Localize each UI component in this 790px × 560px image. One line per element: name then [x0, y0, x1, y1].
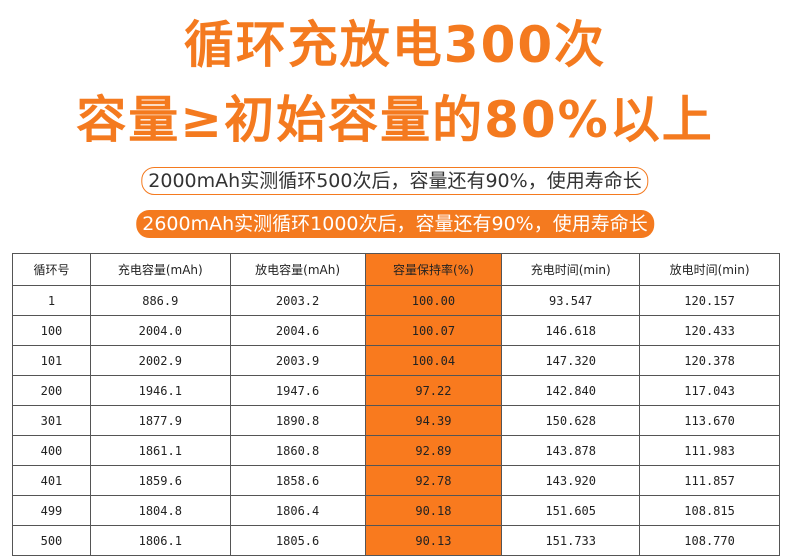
column-header: 容量保持率(%)	[364, 253, 503, 286]
cell: 150.628	[501, 405, 641, 436]
cell: 1804.8	[89, 495, 231, 526]
table-row: 1 886.9 2003.2 100.00 93.547 120.157	[12, 285, 780, 316]
table-row: 101 2002.9 2003.9 100.04 147.320 120.378	[12, 345, 780, 376]
cell: 100	[12, 315, 91, 346]
cell: 108.815	[639, 495, 780, 526]
column-header: 放电容量(mAh)	[229, 253, 366, 286]
cell: 301	[12, 405, 91, 436]
cell: 1805.6	[229, 525, 366, 556]
note: 2000mAh实测循环500次后，容量还有90%，使用寿命长	[141, 167, 649, 195]
table-row: 401 1859.6 1858.6 92.78 143.920 111.857	[12, 465, 780, 496]
table-row: 100 2004.0 2004.6 100.07 146.618 120.433	[12, 315, 780, 346]
cell: 97.22	[364, 375, 503, 406]
cell: 2003.2	[229, 285, 366, 316]
column-header: 循环号	[12, 253, 91, 286]
header-row: 循环号 充电容量(mAh) 放电容量(mAh) 容量保持率(%) 充电时间(min) 放电…	[12, 253, 780, 286]
table-row: 499 1804.8 1806.4 90.18 151.605 108.815	[12, 495, 780, 526]
cell: 151.605	[501, 495, 641, 526]
table-row: 500 1806.1 1805.6 90.13 151.733 108.770	[12, 525, 780, 556]
cell: 113.670	[639, 405, 780, 436]
cell: 1858.6	[229, 465, 366, 496]
cell: 2003.9	[229, 345, 366, 376]
cell: 2004.0	[89, 315, 231, 346]
cell: 94.39	[364, 405, 503, 436]
title: 循环充放电300次	[183, 16, 607, 74]
cell: 1890.8	[229, 405, 366, 436]
cell: 92.89	[364, 435, 503, 466]
cell: 886.9	[89, 285, 231, 316]
cell: 100.04	[364, 345, 503, 376]
cell: 400	[12, 435, 91, 466]
cell: 111.983	[639, 435, 780, 466]
cell: 143.920	[501, 465, 641, 496]
note: 2600mAh实测循环1000次后，容量还有90%，使用寿命长	[136, 210, 654, 238]
cell: 1806.4	[229, 495, 366, 526]
cell: 1860.8	[229, 435, 366, 466]
cell: 100.07	[364, 315, 503, 346]
cell: 151.733	[501, 525, 641, 556]
cell: 120.378	[639, 345, 780, 376]
cell: 200	[12, 375, 91, 406]
cell: 1877.9	[89, 405, 231, 436]
cell: 146.618	[501, 315, 641, 346]
cell: 2002.9	[89, 345, 231, 376]
cell: 93.547	[501, 285, 641, 316]
column-header: 充电容量(mAh)	[89, 253, 231, 286]
cell: 90.18	[364, 495, 503, 526]
cell: 2004.6	[229, 315, 366, 346]
data-table: 循环号 充电容量(mAh) 放电容量(mAh) 容量保持率(%) 充电时间(min) 放电…	[12, 253, 780, 556]
cell: 1861.1	[89, 435, 231, 466]
cell: 500	[12, 525, 91, 556]
cell: 120.433	[639, 315, 780, 346]
table-row: 200 1946.1 1947.6 97.22 142.840 117.043	[12, 375, 780, 406]
column-header: 放电时间(min)	[639, 253, 780, 286]
table-row: 301 1877.9 1890.8 94.39 150.628 113.670	[12, 405, 780, 436]
cell: 1946.1	[89, 375, 231, 406]
cell: 92.78	[364, 465, 503, 496]
cell: 101	[12, 345, 91, 376]
cell: 1	[12, 285, 91, 316]
column-header: 充电时间(min)	[501, 253, 641, 286]
cell: 108.770	[639, 525, 780, 556]
cell: 117.043	[639, 375, 780, 406]
cell: 147.320	[501, 345, 641, 376]
cell: 1806.1	[89, 525, 231, 556]
table-row: 400 1861.1 1860.8 92.89 143.878 111.983	[12, 435, 780, 466]
cell: 111.857	[639, 465, 780, 496]
title: 容量≥初始容量的80%以上	[76, 91, 714, 149]
cell: 100.00	[364, 285, 503, 316]
cell: 120.157	[639, 285, 780, 316]
cell: 499	[12, 495, 91, 526]
cell: 90.13	[364, 525, 503, 556]
cell: 401	[12, 465, 91, 496]
cell: 143.878	[501, 435, 641, 466]
cell: 1859.6	[89, 465, 231, 496]
cell: 1947.6	[229, 375, 366, 406]
cell: 142.840	[501, 375, 641, 406]
